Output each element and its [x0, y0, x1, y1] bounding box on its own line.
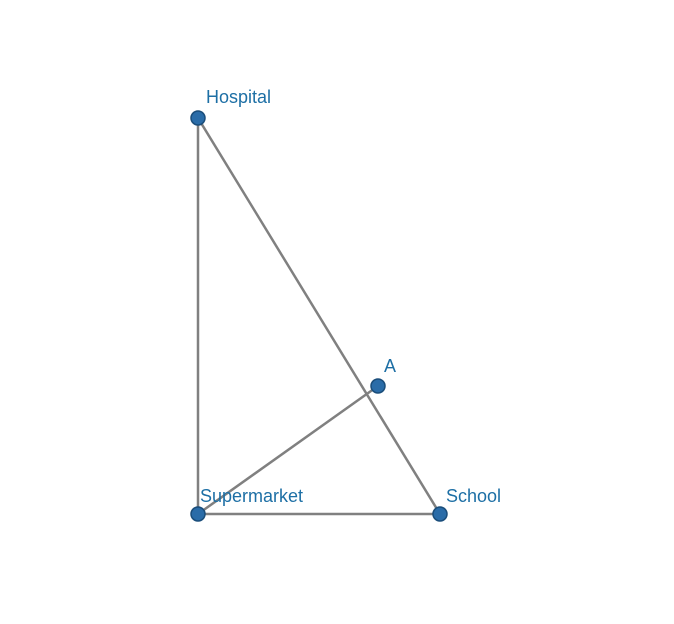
node-hospital: Hospital: [191, 87, 271, 125]
edge-hospital-school: [198, 118, 440, 514]
node-label-hospital: Hospital: [206, 87, 271, 107]
node-a: A: [371, 356, 396, 393]
node-school: School: [433, 486, 501, 521]
node-dot-school: [433, 507, 447, 521]
node-supermarket: Supermarket: [191, 486, 303, 521]
node-label-a: A: [384, 356, 396, 376]
node-dot-a: [371, 379, 385, 393]
node-label-school: School: [446, 486, 501, 506]
node-dot-supermarket: [191, 507, 205, 521]
node-label-supermarket: Supermarket: [200, 486, 303, 506]
node-dot-hospital: [191, 111, 205, 125]
triangle-diagram: Hospital Supermarket School A: [0, 0, 674, 624]
